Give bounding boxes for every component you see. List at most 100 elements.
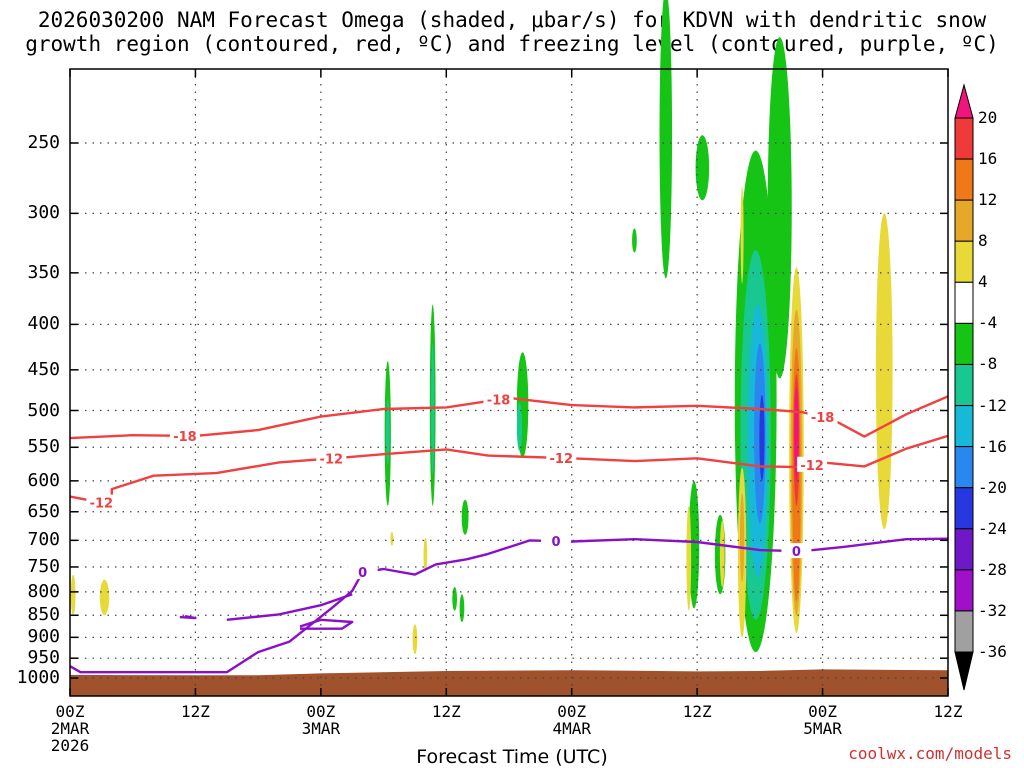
omega-shade-31 <box>99 579 110 616</box>
omega-shade-1 <box>695 135 710 201</box>
x-tick-label-84-line0: 12Z <box>933 702 963 721</box>
omega-shade-32 <box>423 537 428 573</box>
y-tick-label-450: 450 <box>27 358 60 380</box>
contour-label--12-1: -12 <box>320 452 344 467</box>
y-tick-label-750: 750 <box>27 555 60 577</box>
x-tick-label-0-line2: 2026 <box>50 736 90 755</box>
omega-shade-33 <box>390 531 394 546</box>
contour-label-bg-0-2 <box>807 409 838 425</box>
colorbar-swatch-2 <box>954 199 974 242</box>
colorbar-label-7: -12 <box>978 395 1007 415</box>
x-tick-label-0-line0: 00Z <box>55 702 85 721</box>
contour-label-0-1: 0 <box>552 535 561 550</box>
contour-0-branch <box>226 593 353 621</box>
contour-label--12-0: -12 <box>90 497 114 512</box>
y-tick-label-300: 300 <box>27 202 60 224</box>
colorbar-label-1: 16 <box>978 149 998 169</box>
x-tick-label-36-line0: 12Z <box>431 702 461 721</box>
colorbar-swatch-11 <box>954 569 974 612</box>
y-tick-label-500: 500 <box>27 399 60 421</box>
colorbar-label-11: -28 <box>978 559 1007 579</box>
terrain-fill <box>70 669 948 696</box>
contour-label-bg-2-2 <box>781 543 812 559</box>
omega-shade-24 <box>385 398 390 465</box>
x-tick-label-48-line0: 00Z <box>557 702 587 721</box>
contour-label--18-2: -18 <box>811 411 835 426</box>
omega-shade-21 <box>719 520 725 588</box>
y-tick-label-800: 800 <box>27 580 60 602</box>
contour-label-bg-0-0 <box>169 427 200 443</box>
contour-label-bg-2-0 <box>347 564 378 580</box>
plot-frame <box>69 68 949 697</box>
x-tick-label-72: 00Z 5MAR <box>788 703 858 737</box>
colorbar-swatch-4 <box>954 281 974 324</box>
colorbar-swatch-5 <box>954 322 974 365</box>
omega-shade-35 <box>740 186 744 284</box>
contour-label-bg-1-2 <box>546 450 577 466</box>
colorbar-swatch-0 <box>954 117 974 160</box>
colorbar-swatch-3 <box>954 240 974 283</box>
y-tick-label-850: 850 <box>27 604 60 626</box>
x-tick-label-0-line1: 2MAR <box>50 719 90 738</box>
colorbar-label-5: -4 <box>978 313 998 333</box>
y-tick-label-650: 650 <box>27 500 60 522</box>
colorbar-label-12: -32 <box>978 600 1007 620</box>
omega-shade-27 <box>461 499 469 535</box>
contour-label-bg-2-1 <box>541 533 572 549</box>
contour-label-0-0: 0 <box>358 566 367 581</box>
contour-label-0-2: 0 <box>792 545 801 560</box>
colorbar-swatch-12 <box>954 610 974 653</box>
contour-label--18-0: -18 <box>173 430 197 445</box>
colorbar-label-8: -16 <box>978 436 1007 456</box>
contour-label-bg-1-1 <box>316 450 347 466</box>
colorbar-swatch-6 <box>954 363 974 407</box>
y-tick-label-700: 700 <box>27 529 60 551</box>
colorbar-swatch-10 <box>954 528 974 571</box>
contour-label--12-3: -12 <box>800 459 824 474</box>
colorbar-swatch-9 <box>954 487 974 530</box>
chart-title-line2: growth region (contoured, red, ºC) and f… <box>25 32 999 56</box>
colorbar-label-3: 8 <box>978 231 988 251</box>
x-tick-label-36: 12Z <box>411 703 481 720</box>
x-tick-label-12: 12Z <box>160 703 230 720</box>
x-tick-label-48: 00Z 4MAR <box>537 703 607 737</box>
omega-shade-12 <box>759 394 765 481</box>
colorbar-label-0: 20 <box>978 108 998 127</box>
y-tick-label-250: 250 <box>27 132 60 153</box>
omega-shade-5 <box>516 402 523 451</box>
x-tick-label-12-line0: 12Z <box>180 702 210 721</box>
omega-shade-20 <box>686 505 692 611</box>
contour-label--12-2: -12 <box>550 452 574 467</box>
x-axis-title: Forecast Time (UTC) <box>416 746 608 768</box>
omega-shade-3 <box>632 228 637 253</box>
colorbar-label-9: -20 <box>978 477 1007 497</box>
omega-shade-0 <box>659 0 673 279</box>
x-tick-label-72-line0: 00Z <box>808 702 838 721</box>
contour-0 <box>69 537 949 674</box>
contour-label--18-1: -18 <box>487 394 511 409</box>
y-tick-label-350: 350 <box>27 261 60 283</box>
contour-label-bg-1-0 <box>86 494 117 510</box>
contour-0-small <box>179 615 197 620</box>
chart-title-line1: 2026030200 NAM Forecast Omega (shaded, μ… <box>37 8 987 32</box>
omega-shade-30 <box>70 574 76 616</box>
x-tick-label-24: 00Z 3MAR <box>286 703 356 737</box>
y-tick-label-1000: 1000 <box>16 667 60 688</box>
contour-label-bg-0-1 <box>483 391 514 407</box>
colorbar-top-arrow <box>954 83 974 119</box>
omega-shade-29 <box>452 587 457 611</box>
x-tick-label-72-line1: 5MAR <box>803 719 842 738</box>
colorbar-label-2: 12 <box>978 190 998 210</box>
y-tick-label-600: 600 <box>27 469 60 491</box>
x-tick-label-24-line0: 00Z <box>306 702 336 721</box>
colorbar-swatch-7 <box>954 405 974 448</box>
omega-shade-34 <box>412 624 418 655</box>
colorbar-bottom-arrow <box>954 651 974 691</box>
omega-shade-22 <box>875 213 893 530</box>
contour--18 <box>69 395 949 440</box>
colorbar-label-6: -8 <box>978 354 998 374</box>
x-tick-label-84: 12Z <box>913 703 983 720</box>
colorbar-label-10: -24 <box>978 518 1007 538</box>
x-tick-label-0: 00Z 2MAR 2026 <box>35 703 105 754</box>
